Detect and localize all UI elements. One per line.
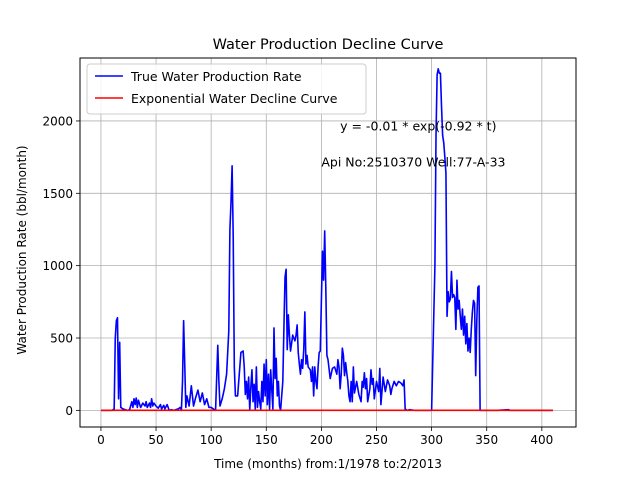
plot-lines [100,68,553,412]
x-tick-label: 400 [530,433,553,447]
x-axis-label: Time (months) from:1/1978 to:2/2013 [213,457,442,471]
x-axis-ticks: 0 50 100 150 200 250 300 350 400 [97,427,553,447]
legend-label-true-rate: True Water Production Rate [130,69,302,84]
y-axis-ticks: 0 500 1000 1500 2000 [42,114,80,418]
legend: True Water Production Rate Exponential W… [86,63,367,115]
legend-label-exponential-decline: Exponential Water Decline Curve [131,91,338,106]
y-tick-label: 500 [50,332,73,346]
y-tick-label: 0 [65,404,73,418]
x-tick-label: 200 [310,433,333,447]
x-tick-label: 150 [255,433,278,447]
plot-frame [79,57,577,428]
y-axis-label: Water Production Rate (bbl/month) [15,145,29,354]
true-water-production-line [100,68,553,412]
x-tick-label: 350 [475,433,498,447]
x-tick-label: 250 [365,433,388,447]
well-annotation: Api No:2510370 Well:77-A-33 [321,155,505,170]
y-tick-label: 1500 [42,187,73,201]
x-tick-label: 100 [200,433,223,447]
x-tick-label: 300 [420,433,443,447]
x-tick-label: 0 [97,433,105,447]
chart-title: Water Production Decline Curve [213,37,444,53]
x-tick-label: 50 [148,433,163,447]
equation-annotation: y = -0.01 * exp(-0.92 * t) [340,118,496,133]
y-tick-label: 2000 [42,114,73,128]
legend-box [86,63,367,115]
y-tick-label: 1000 [42,259,73,273]
